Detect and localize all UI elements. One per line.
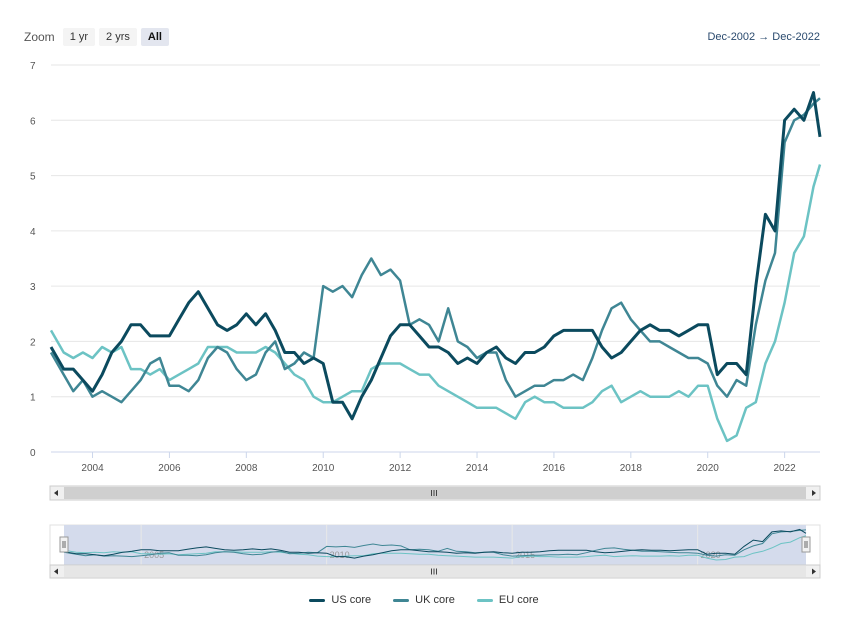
x-tick-label: 2012	[389, 463, 412, 474]
navigator-line-eu	[63, 535, 807, 561]
navigator-scrollbar[interactable]	[49, 564, 821, 579]
navigator-scrollbar-thumb[interactable]	[64, 566, 806, 577]
x-tick-label: 2008	[235, 463, 258, 474]
legend-label-us: US core	[331, 594, 372, 606]
legend-label-uk: UK core	[415, 594, 455, 606]
x-tick-label: 2022	[774, 463, 797, 474]
navigator-series	[63, 528, 807, 561]
legend-swatch-eu	[476, 598, 493, 602]
navigator-line-uk	[63, 529, 807, 558]
scroll-right-arrow-icon[interactable]	[812, 490, 816, 496]
navigator-tick-label: 2005	[144, 550, 164, 560]
zoom-controls: Zoom 1 yr 2 yrs All	[24, 27, 173, 47]
legend-label-eu: EU core	[498, 594, 539, 606]
zoom-label: Zoom	[24, 30, 55, 44]
x-tick-label: 2016	[543, 463, 566, 474]
y-tick-label: 4	[30, 227, 36, 238]
y-tick-label: 7	[30, 61, 36, 72]
y-tick-label: 5	[30, 172, 36, 183]
navigator-tick-label: 2010	[330, 550, 350, 560]
range-arrow: →	[758, 31, 770, 43]
y-tick-label: 6	[30, 116, 36, 127]
grid-lines	[51, 64, 820, 398]
range-from[interactable]: Dec-2002	[707, 31, 756, 43]
x-tick-label: 2006	[158, 463, 181, 474]
date-range: Dec-2002 → Dec-2022	[707, 31, 820, 43]
main-scrollbar[interactable]	[0, 484, 848, 502]
nav-scroll-left-arrow-icon[interactable]	[54, 568, 58, 575]
y-tick-label: 3	[30, 282, 36, 293]
zoom-2yrs-button[interactable]: 2 yrs	[99, 28, 137, 46]
navigator[interactable]: 2005 2010 2015 2020	[0, 520, 848, 582]
scroll-left-arrow-icon[interactable]	[54, 490, 58, 496]
navigator-selection[interactable]	[64, 525, 806, 565]
legend-item-uk[interactable]: UK core	[393, 594, 455, 606]
legend: US core UK core EU core	[0, 594, 848, 606]
x-tick-label: 2020	[697, 463, 720, 474]
nav-scroll-right-arrow-icon[interactable]	[812, 568, 816, 575]
navigator-left-handle[interactable]	[59, 536, 69, 553]
zoom-1yr-button[interactable]: 1 yr	[62, 28, 96, 46]
navigator-right-handle[interactable]	[801, 536, 811, 553]
navigator-tick-label: 2020	[701, 550, 721, 560]
y-tick-label: 1	[30, 393, 36, 404]
series-line-eu[interactable]	[49, 164, 822, 443]
legend-item-us[interactable]: US core	[309, 594, 371, 606]
x-axis-ticks: 2004 2006 2008 2010 2012 2014 2016 2018 2020 2022	[51, 451, 820, 474]
legend-swatch-uk	[393, 598, 410, 602]
series-line-uk[interactable]	[49, 97, 821, 404]
y-axis-ticks: 0 1 2 3 4 5 6 7	[30, 61, 36, 459]
zoom-all-button[interactable]: All	[140, 28, 169, 46]
scrollbar-thumb[interactable]	[64, 487, 806, 499]
series-line-us[interactable]	[49, 91, 822, 421]
navigator-grip-icon	[431, 568, 437, 575]
navigator-line-us	[63, 528, 807, 559]
y-tick-label: 0	[30, 448, 36, 459]
series-lines	[49, 91, 822, 443]
main-chart: 0 1 2 3 4 5 6 7 2004 2006 2008 2010 2012 2014 2016 201…	[30, 61, 822, 474]
legend-item-eu[interactable]: EU core	[476, 594, 539, 606]
x-tick-label: 2010	[312, 463, 335, 474]
range-to[interactable]: Dec-2022	[772, 31, 820, 43]
x-tick-label: 2014	[466, 463, 489, 474]
y-tick-label: 2	[30, 337, 36, 348]
scrollbar-grip-icon	[431, 490, 437, 496]
legend-swatch-us	[309, 598, 326, 602]
x-tick-label: 2018	[620, 463, 643, 474]
x-tick-label: 2004	[81, 463, 104, 474]
